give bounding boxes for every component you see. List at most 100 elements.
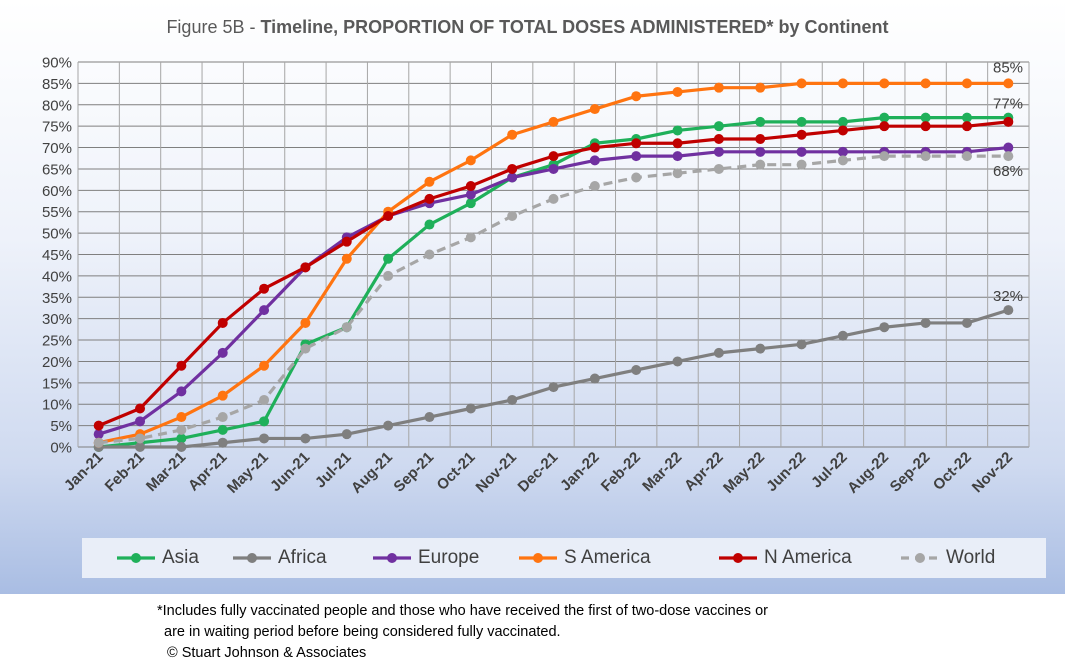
footnote-line-1: *Includes fully vaccinated people and th…	[157, 603, 768, 619]
data-point-europe	[713, 146, 724, 157]
series-s-america	[93, 78, 1014, 448]
legend-label: World	[946, 547, 996, 568]
data-point-world	[507, 211, 518, 221]
data-point-world	[672, 168, 683, 179]
data-point-europe	[672, 151, 683, 162]
data-point-world	[300, 343, 311, 354]
x-tick-label: Apr-22	[681, 449, 727, 495]
legend-entry-n-america: N America	[718, 538, 852, 578]
series-africa	[93, 305, 1014, 452]
data-point-s-america	[672, 86, 683, 97]
data-point-africa	[961, 317, 972, 328]
data-point-europe	[796, 146, 807, 157]
data-point-s-america	[424, 176, 435, 187]
data-point-s-america	[548, 116, 559, 127]
data-point-europe	[135, 416, 146, 427]
data-point-europe	[507, 172, 518, 183]
annotation-label: 77%	[993, 96, 1023, 113]
legend-label: Asia	[162, 547, 199, 568]
data-point-world	[465, 232, 476, 243]
y-tick-label: 45%	[42, 247, 72, 264]
legend-entry-s-america: S America	[518, 538, 651, 578]
x-tick-label: Aug-21	[348, 449, 396, 497]
annotation-label: 85%	[993, 59, 1023, 76]
copyright-notice: © Stuart Johnson & Associates	[167, 645, 367, 661]
data-point-n-america	[961, 121, 972, 132]
line-chart: 0% 5% 10% 15% 20% 25% 30% 35% 40% 45% 50% 55% 60% 65%…	[42, 55, 1030, 497]
data-point-s-america	[341, 253, 352, 264]
data-point-n-america	[135, 403, 146, 414]
legend-entry-africa: Africa	[232, 538, 327, 578]
footnote: *Includes fully vaccinated people and th…	[157, 601, 957, 664]
data-point-africa	[341, 429, 352, 440]
y-tick-label: 35%	[42, 290, 72, 307]
data-point-africa	[507, 394, 518, 405]
y-tick-label: 75%	[42, 119, 72, 136]
data-point-africa	[879, 322, 890, 333]
legend-swatch-europe	[373, 553, 411, 563]
data-point-asia	[217, 424, 228, 435]
data-point-s-america	[961, 78, 972, 89]
data-point-s-america	[259, 360, 270, 371]
legend-label: S America	[564, 547, 651, 568]
annotations: 85% 77% 68% 32%	[993, 59, 1023, 305]
data-point-n-america	[837, 125, 848, 136]
data-point-world	[1003, 151, 1014, 162]
x-tick-label: Jun-21	[267, 449, 313, 495]
x-tick-label: Nov-22	[969, 449, 1016, 496]
data-point-world	[879, 151, 890, 162]
data-point-n-america	[176, 360, 187, 371]
data-point-world	[217, 412, 228, 423]
data-point-n-america	[920, 121, 931, 132]
legend-swatch-world	[901, 553, 939, 563]
data-point-africa	[589, 373, 600, 384]
data-point-s-america	[755, 82, 766, 93]
data-point-s-america	[300, 317, 311, 328]
data-point-n-america	[341, 236, 352, 247]
data-point-n-america	[755, 134, 766, 144]
data-point-world	[713, 163, 724, 174]
legend: Asia Africa Europe S America N America World	[82, 538, 1046, 578]
data-point-world	[259, 394, 270, 405]
data-point-africa	[135, 442, 146, 452]
data-point-africa	[465, 403, 476, 414]
data-point-n-america	[217, 317, 228, 328]
data-point-africa	[920, 317, 931, 328]
data-point-s-america	[631, 91, 642, 102]
data-point-europe	[1003, 142, 1014, 153]
data-point-s-america	[217, 390, 228, 401]
data-point-n-america	[548, 151, 559, 162]
y-tick-label: 15%	[42, 375, 72, 392]
y-tick-label: 65%	[42, 161, 72, 178]
data-point-europe	[755, 146, 766, 157]
data-point-asia	[837, 116, 848, 127]
data-point-asia	[879, 112, 890, 123]
data-point-world	[631, 172, 642, 183]
data-point-n-america	[1003, 116, 1014, 127]
x-tick-label: May-22	[720, 449, 768, 497]
chart-title: Figure 5B - Timeline, PROPORTION OF TOTA…	[0, 17, 1055, 38]
data-point-asia	[259, 416, 270, 427]
y-tick-label: 55%	[42, 204, 72, 221]
data-point-asia	[465, 198, 476, 209]
data-point-n-america	[300, 262, 311, 273]
data-point-europe	[631, 151, 642, 162]
data-point-s-america	[507, 129, 518, 140]
legend-entry-world: World	[900, 538, 995, 578]
data-point-s-america	[176, 412, 187, 423]
data-point-africa	[631, 365, 642, 375]
data-point-europe	[548, 163, 559, 174]
data-point-asia	[176, 433, 187, 444]
footnote-line-2: are in waiting period before being consi…	[164, 624, 561, 640]
data-point-n-america	[465, 181, 476, 192]
data-point-europe	[589, 155, 600, 166]
data-point-s-america	[589, 104, 600, 115]
data-point-world	[837, 155, 848, 166]
x-tick-label: Feb-21	[102, 449, 148, 495]
y-tick-label: 20%	[42, 354, 72, 371]
y-tick-label: 80%	[42, 97, 72, 114]
data-point-africa	[713, 347, 724, 358]
legend-swatch-s-america	[519, 553, 557, 563]
data-point-world	[383, 270, 394, 281]
y-tick-label: 40%	[42, 268, 72, 285]
